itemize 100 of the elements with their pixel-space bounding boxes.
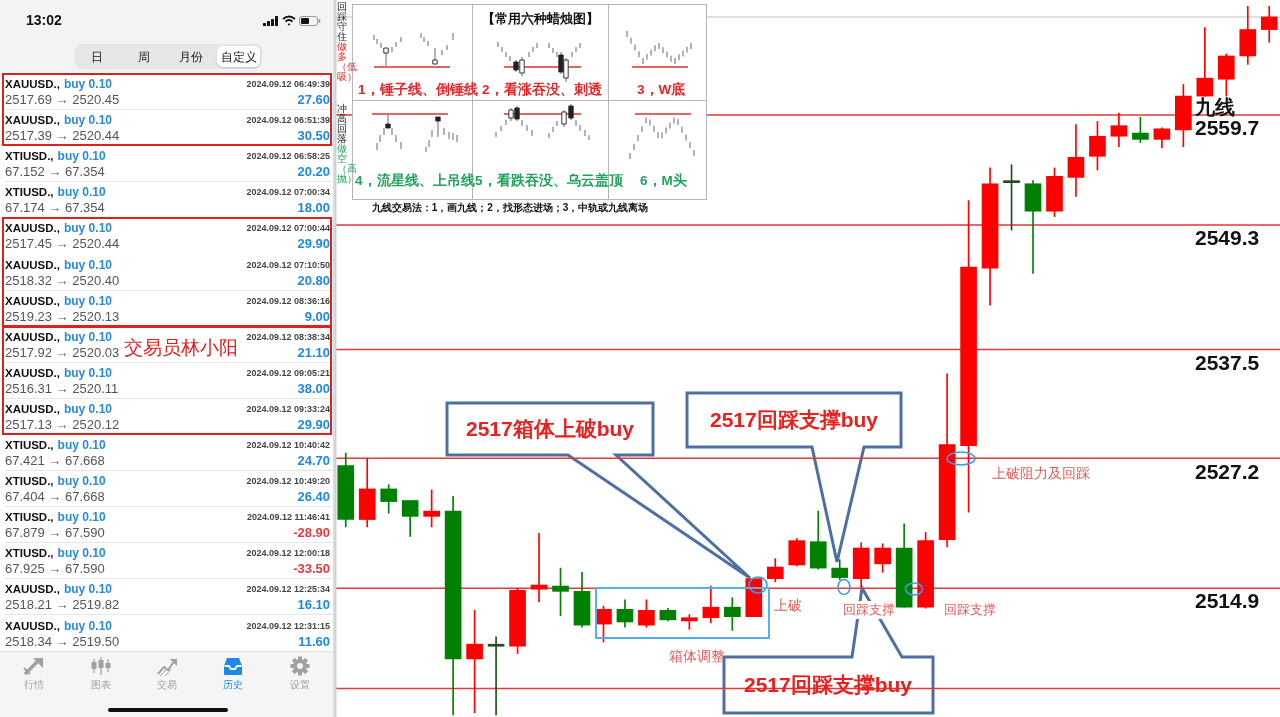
text: 27.60	[297, 92, 330, 107]
text: 设置	[290, 678, 310, 692]
text: 2024.09.12 06:58:25	[246, 151, 330, 162]
text: buy 0.10	[57, 185, 106, 200]
annotation: 回踩支撑	[944, 601, 996, 617]
text: 2517.39 → 2520.44	[5, 128, 120, 144]
candlestick	[530, 532, 548, 603]
text: XAUUSD.,	[5, 619, 60, 632]
annotation: 冲高回落	[337, 103, 347, 144]
text: 29.90	[297, 236, 330, 252]
text: XTIUSD.,	[5, 439, 54, 451]
text: 交易	[157, 678, 177, 692]
text: XTIUSD.,	[5, 547, 54, 560]
text: buy 0.10	[57, 149, 106, 164]
text: 2024.09.12 12:25:34	[246, 584, 330, 595]
annotation: 九线交易法：1，画九线；2，找形态进场；3，中轨或九线离场	[371, 201, 649, 215]
text: 67.174 → 67.354	[5, 200, 105, 216]
text: 26.40	[297, 489, 330, 505]
annotation: 做多（低吸）	[337, 41, 357, 82]
text: 20.20	[297, 164, 330, 180]
text: 2518.32 → 2520.40	[5, 272, 120, 288]
text: 21.10	[297, 344, 330, 360]
annotation: 九线	[1194, 96, 1235, 118]
text: XAUUSD.,	[5, 114, 60, 127]
text: buy 0.10	[63, 618, 112, 633]
text: XAUUSD.,	[5, 402, 60, 415]
text: 67.925 → 67.590	[5, 561, 105, 577]
text: 日	[91, 49, 103, 66]
text: 9.00	[304, 308, 330, 324]
annotation: 上破	[774, 597, 802, 613]
text: buy 0.10	[63, 257, 112, 272]
text: 2024.09.12 06:51:39	[246, 115, 330, 126]
text: buy 0.10	[57, 438, 106, 452]
text: 2519.23 → 2520.13	[5, 308, 120, 324]
annotation: 3，W底	[637, 81, 686, 99]
text: 周	[138, 49, 150, 66]
text: -33.50	[293, 561, 330, 577]
text: 2516.31 → 2520.11	[5, 380, 119, 396]
text: buy 0.10	[63, 365, 112, 380]
text: XAUUSD.,	[5, 583, 60, 596]
text: 24.70	[297, 453, 330, 468]
text: 2024.09.12 09:33:24	[246, 403, 330, 414]
annotation: 2517箱体上破buy	[465, 416, 635, 440]
text: 67.152 → 67.354	[5, 164, 105, 180]
text: 16.10	[297, 597, 330, 613]
text: 29.90	[297, 416, 330, 432]
annotation: 2，看涨吞没、刺透	[482, 81, 602, 99]
text: 2024.09.12 07:10:50	[246, 259, 330, 270]
annotation: 上破阻力及回踩	[992, 465, 1090, 481]
text: 2024.09.12 08:38:34	[246, 331, 330, 342]
text: XAUUSD.,	[5, 78, 60, 90]
text: buy 0.10	[57, 510, 106, 525]
annotation: 1，锤子线、倒锤线	[358, 81, 478, 99]
text: buy 0.10	[63, 113, 112, 128]
candlestick	[487, 636, 505, 716]
text: 67.421 → 67.668	[5, 453, 105, 468]
text: 2517.13 → 2520.12	[5, 416, 120, 432]
text: 2517.92 → 2520.03	[5, 344, 120, 360]
text: XTIUSD.,	[5, 475, 54, 488]
text: XAUUSD.,	[5, 366, 60, 379]
text: 2517.45 → 2520.44	[5, 236, 120, 252]
text: XAUUSD.,	[5, 330, 60, 343]
text: 18.00	[297, 200, 330, 216]
ref-line-label: 2514.9	[1195, 589, 1260, 613]
text: 2024.09.12 07:00:34	[246, 187, 330, 198]
text: 13:02	[26, 12, 62, 28]
text: 2024.09.12 08:36:16	[246, 295, 330, 306]
text: 历史	[223, 678, 243, 692]
text: 2024.09.12 07:00:44	[246, 223, 330, 234]
text: buy 0.10	[63, 221, 112, 236]
ref-line-label: 2549.3	[1195, 226, 1260, 250]
annotation: 4，流星线、上吊线	[355, 173, 475, 190]
text: 38.00	[297, 380, 330, 396]
text: buy 0.10	[63, 582, 112, 597]
text: buy 0.10	[63, 77, 112, 91]
text: 【常用六种蜡烛图】	[481, 11, 599, 28]
text: 图表	[91, 678, 111, 692]
text: XAUUSD.,	[5, 258, 60, 271]
annotation: 箱体调整	[669, 648, 725, 664]
text: 2518.34 → 2519.50	[5, 633, 120, 649]
text: 月份	[179, 49, 203, 66]
annotation: 回踩支撑	[843, 601, 895, 617]
text: 2024.09.12 12:00:18	[246, 548, 330, 559]
text: 2024.09.12 09:05:21	[246, 367, 330, 378]
text: 2517.69 → 2520.45	[5, 92, 120, 107]
text: 67.404 → 67.668	[5, 489, 105, 505]
text: XAUUSD.,	[5, 222, 60, 235]
text: -28.90	[293, 525, 330, 541]
text: 11.60	[298, 633, 330, 649]
text: buy 0.10	[63, 329, 112, 344]
text: 2024.09.12 10:49:20	[246, 476, 330, 487]
text: 2024.09.12 06:49:39	[246, 79, 330, 89]
text: 67.879 → 67.590	[5, 525, 105, 541]
text: XAUUSD.,	[5, 294, 60, 307]
ref-line-label: 2527.2	[1195, 459, 1260, 483]
text: 2024.09.12 12:31:15	[246, 620, 330, 631]
text: buy 0.10	[63, 293, 112, 308]
annotation: 2517回踩支撑buy	[709, 407, 879, 431]
text: XTIUSD.,	[5, 511, 54, 524]
text: buy 0.10	[57, 474, 106, 489]
